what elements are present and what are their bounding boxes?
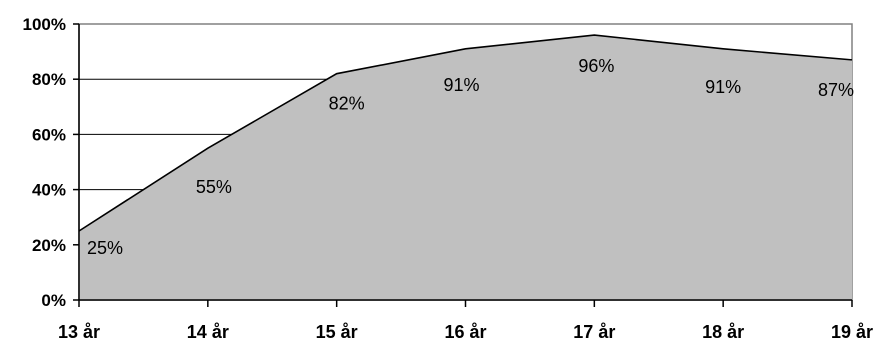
y-tick-label: 100% [23,15,66,34]
data-label: 91% [443,75,479,95]
y-axis-ticks: 0% 20% 40% 60% 80% 100% [23,15,79,310]
y-tick-label: 0% [41,291,66,310]
area-series [79,35,852,300]
x-tick-label: 17 år [573,322,615,342]
x-tick-label: 16 år [444,322,486,342]
data-labels: 25% 55% 82% 91% 96% 91% 87% [87,56,854,258]
x-tick-label: 15 år [316,322,358,342]
x-axis-ticks: 13 år 14 år 15 år 16 år 17 år 18 år 19 år [58,300,873,342]
data-label: 87% [818,80,854,100]
series-line [78,34,853,232]
data-label: 55% [196,177,232,197]
y-tick-label: 60% [32,125,66,144]
data-label: 91% [705,77,741,97]
data-label: 82% [329,94,365,114]
x-tick-label: 18 år [702,322,744,342]
data-label: 25% [87,238,123,258]
y-tick-label: 20% [32,236,66,255]
x-tick-label: 13 år [58,322,100,342]
x-tick-label: 14 år [187,322,229,342]
y-tick-label: 40% [32,181,66,200]
x-tick-label: 19 år [831,322,873,342]
y-tick-label: 80% [32,70,66,89]
data-label: 96% [578,56,614,76]
